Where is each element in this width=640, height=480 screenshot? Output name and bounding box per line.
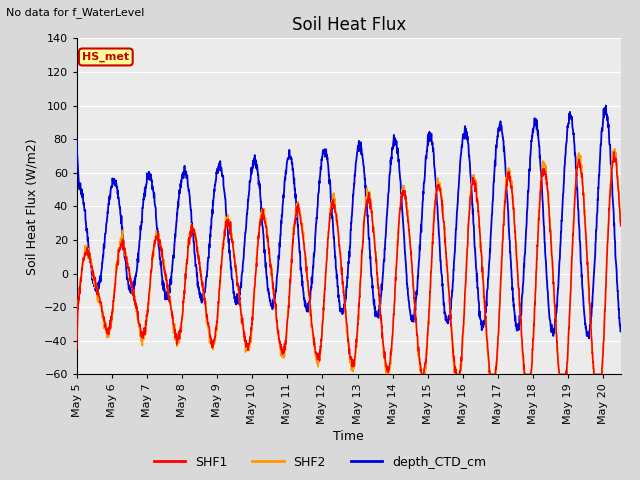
- Text: HS_met: HS_met: [82, 52, 129, 62]
- X-axis label: Time: Time: [333, 430, 364, 443]
- Text: No data for f_WaterLevel: No data for f_WaterLevel: [6, 7, 145, 18]
- Title: Soil Heat Flux: Soil Heat Flux: [292, 16, 406, 34]
- Legend: SHF1, SHF2, depth_CTD_cm: SHF1, SHF2, depth_CTD_cm: [148, 451, 492, 474]
- Y-axis label: Soil Heat Flux (W/m2): Soil Heat Flux (W/m2): [26, 138, 38, 275]
